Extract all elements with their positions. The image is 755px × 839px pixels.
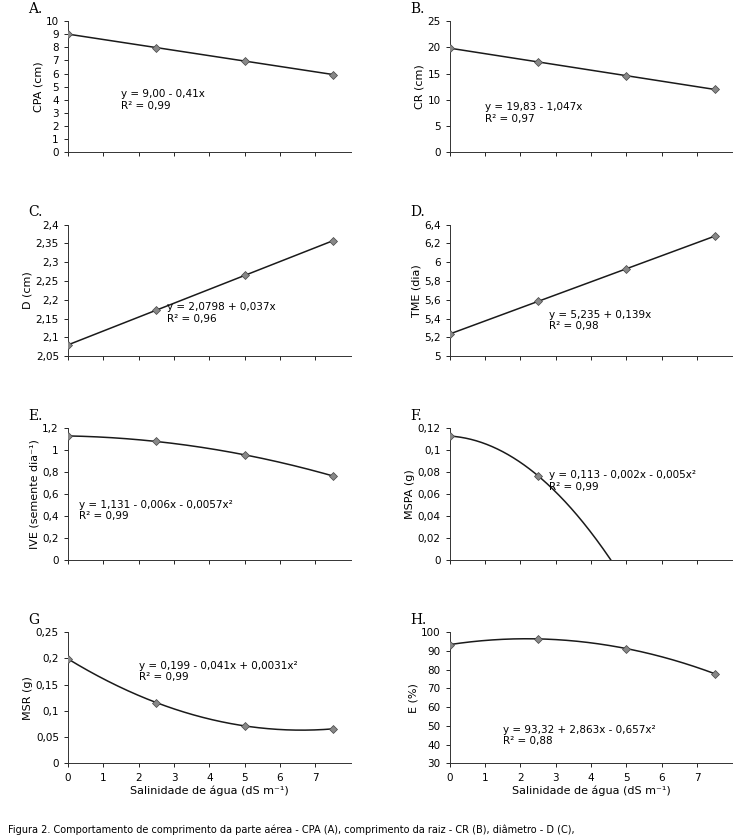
Y-axis label: E (%): E (%) [408, 683, 418, 712]
Text: y = 93,32 + 2,863x - 0,657x²
R² = 0,88: y = 93,32 + 2,863x - 0,657x² R² = 0,88 [503, 725, 655, 746]
Text: E.: E. [29, 409, 43, 423]
Text: y = 2,0798 + 0,037x
R² = 0,96: y = 2,0798 + 0,037x R² = 0,96 [167, 302, 276, 324]
Y-axis label: MSPA (g): MSPA (g) [405, 469, 414, 519]
X-axis label: Salinidade de água (dS m⁻¹): Salinidade de água (dS m⁻¹) [512, 785, 670, 796]
Text: y = 0,199 - 0,041x + 0,0031x²
R² = 0,99: y = 0,199 - 0,041x + 0,0031x² R² = 0,99 [139, 660, 297, 682]
Text: y = 19,83 - 1,047x
R² = 0,97: y = 19,83 - 1,047x R² = 0,97 [485, 102, 582, 124]
Y-axis label: IVE (semente dia⁻¹): IVE (semente dia⁻¹) [29, 439, 39, 549]
Text: G: G [29, 612, 39, 627]
Text: H.: H. [410, 612, 427, 627]
Y-axis label: MSR (g): MSR (g) [23, 676, 33, 720]
Text: B.: B. [410, 2, 424, 16]
Y-axis label: CPA (cm): CPA (cm) [33, 61, 43, 112]
Text: y = 1,131 - 0,006x - 0,0057x²
R² = 0,99: y = 1,131 - 0,006x - 0,0057x² R² = 0,99 [79, 500, 233, 521]
Text: y = 9,00 - 0,41x
R² = 0,99: y = 9,00 - 0,41x R² = 0,99 [121, 89, 205, 111]
Y-axis label: D (cm): D (cm) [23, 272, 33, 310]
Y-axis label: CR (cm): CR (cm) [414, 65, 424, 109]
Text: y = 5,235 + 0,139x
R² = 0,98: y = 5,235 + 0,139x R² = 0,98 [549, 310, 651, 331]
Text: D.: D. [410, 206, 425, 220]
Y-axis label: TME (dia): TME (dia) [411, 264, 421, 317]
Text: y = 0,113 - 0,002x - 0,005x²
R² = 0,99: y = 0,113 - 0,002x - 0,005x² R² = 0,99 [549, 470, 695, 492]
Text: A.: A. [29, 2, 42, 16]
Text: Figura 2. Comportamento de comprimento da parte aérea - CPA (A), comprimento da : Figura 2. Comportamento de comprimento d… [8, 824, 574, 835]
Text: C.: C. [29, 206, 43, 220]
Text: F.: F. [410, 409, 422, 423]
X-axis label: Salinidade de água (dS m⁻¹): Salinidade de água (dS m⁻¹) [130, 785, 288, 796]
